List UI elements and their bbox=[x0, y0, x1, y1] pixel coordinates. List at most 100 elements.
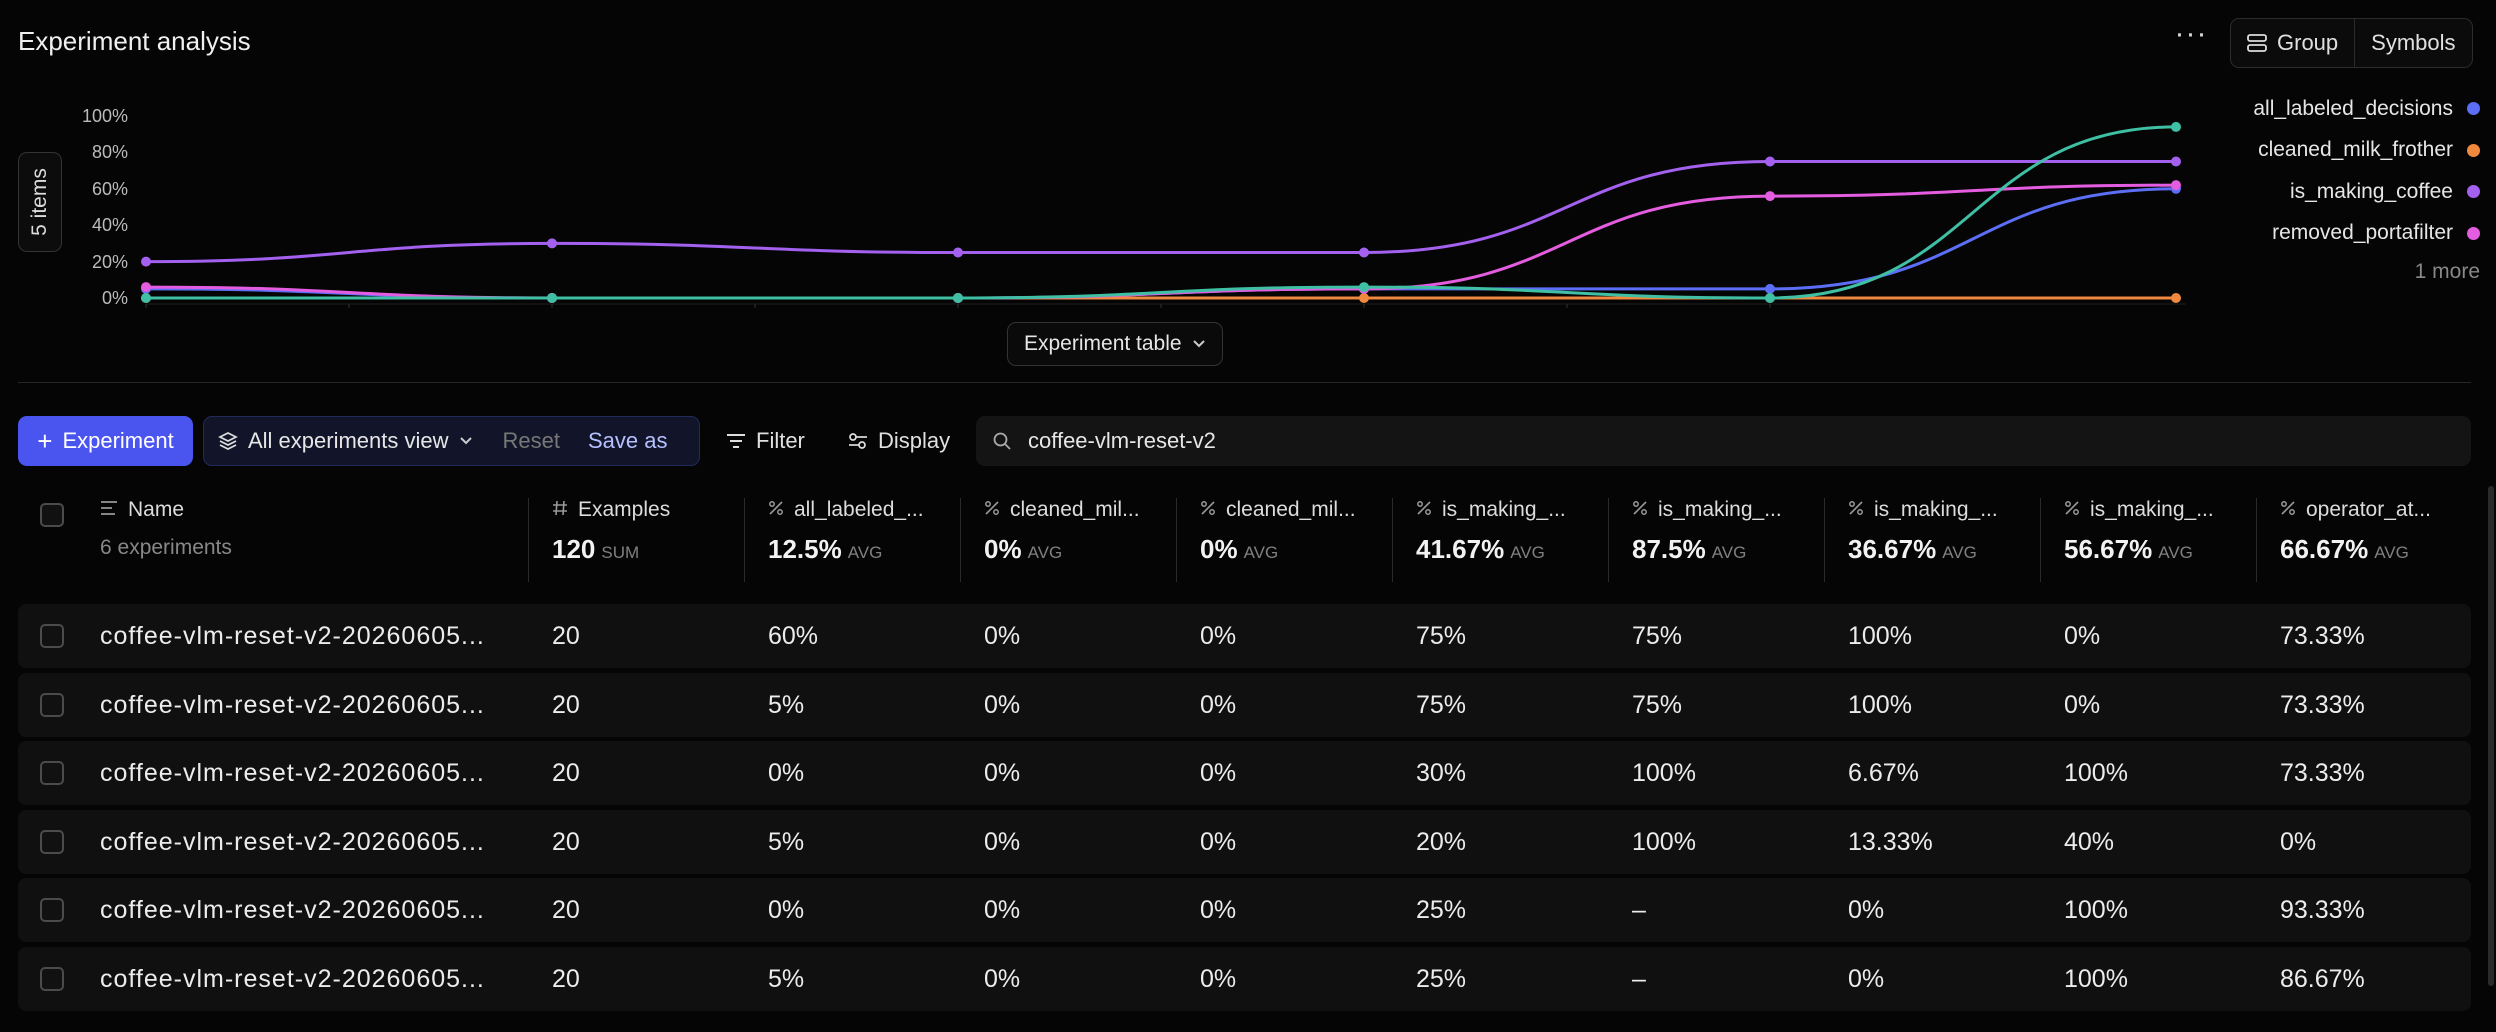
column-separator[interactable] bbox=[744, 498, 745, 582]
column-separator[interactable] bbox=[1392, 498, 1393, 582]
more-options-button[interactable]: ··· bbox=[2174, 19, 2208, 58]
filter-button[interactable]: Filter bbox=[726, 416, 805, 466]
column-header[interactable]: is_making_... 56.67% AVG bbox=[2064, 498, 2248, 582]
data-point[interactable] bbox=[953, 293, 963, 303]
data-point[interactable] bbox=[547, 238, 557, 249]
data-point[interactable] bbox=[2171, 121, 2181, 132]
data-point[interactable] bbox=[1765, 283, 1775, 294]
data-point[interactable] bbox=[2171, 180, 2181, 191]
legend-label: is_making_coffee bbox=[2289, 179, 2453, 203]
table-cell: 0% bbox=[984, 964, 1021, 993]
table-cell: 75% bbox=[1416, 690, 1467, 719]
table-row[interactable]: coffee-vlm-reset-v2-20260605... 20 0% 0% 0% 3… bbox=[18, 741, 2471, 805]
column-header[interactable]: all_labeled_... 12.5% AVG bbox=[768, 498, 952, 582]
table-cell: 0% bbox=[984, 622, 1021, 650]
experiment-name-cell[interactable]: coffee-vlm-reset-v2-20260605... bbox=[100, 827, 485, 856]
experiment-name-cell[interactable]: coffee-vlm-reset-v2-20260605... bbox=[100, 690, 485, 719]
display-button[interactable]: Display bbox=[848, 416, 950, 466]
data-point[interactable] bbox=[953, 247, 963, 258]
data-point[interactable] bbox=[141, 282, 151, 293]
table-row[interactable]: coffee-vlm-reset-v2-20260605... 20 60% 0% 0%… bbox=[18, 604, 2471, 668]
data-point[interactable] bbox=[1765, 191, 1775, 202]
table-row[interactable]: coffee-vlm-reset-v2-20260605... 20 0% 0% 0% 2… bbox=[18, 878, 2471, 942]
column-header[interactable]: operator_at... 66.67% AVG bbox=[2280, 498, 2460, 582]
column-name: is_making_... bbox=[2090, 498, 2214, 521]
column-separator[interactable] bbox=[528, 498, 529, 582]
table-cell: 73.33% bbox=[2280, 622, 2365, 650]
percent-icon bbox=[1416, 498, 1432, 522]
filter-icon bbox=[727, 434, 745, 448]
scrollbar[interactable] bbox=[2488, 486, 2494, 986]
data-point[interactable] bbox=[1359, 282, 1369, 293]
column-name: Name bbox=[128, 498, 185, 521]
data-point[interactable] bbox=[547, 293, 557, 303]
row-checkbox[interactable] bbox=[40, 692, 64, 717]
table-cell: 5% bbox=[768, 827, 805, 856]
experiment-name-cell[interactable]: coffee-vlm-reset-v2-20260605... bbox=[100, 964, 485, 993]
view-selector[interactable]: All experiments view bbox=[204, 428, 489, 454]
table-cell: 6.67% bbox=[1848, 759, 1919, 787]
row-checkbox[interactable] bbox=[40, 761, 64, 785]
symbols-button[interactable]: Symbols bbox=[2354, 19, 2471, 67]
column-separator[interactable] bbox=[1824, 498, 1825, 582]
legend-item[interactable]: removed_portafilter bbox=[2180, 213, 2480, 255]
column-aggregate-value: 0% bbox=[984, 534, 1022, 564]
column-header[interactable]: is_making_... 41.67% AVG bbox=[1416, 498, 1600, 582]
data-point[interactable] bbox=[2171, 293, 2181, 303]
column-separator[interactable] bbox=[1176, 498, 1177, 582]
group-icon bbox=[2247, 34, 2267, 52]
legend-item[interactable]: cleaned_milk_frother bbox=[2180, 130, 2480, 172]
column-header[interactable]: Examples 120 SUM bbox=[552, 498, 736, 582]
experiment-name-cell[interactable]: coffee-vlm-reset-v2-20260605... bbox=[100, 759, 485, 787]
data-point[interactable] bbox=[2171, 156, 2181, 167]
experiment-name-cell[interactable]: coffee-vlm-reset-v2-20260605... bbox=[100, 622, 485, 650]
column-header[interactable]: cleaned_mil... 0% AVG bbox=[1200, 498, 1384, 582]
experiment-name-cell[interactable]: coffee-vlm-reset-v2-20260605... bbox=[100, 896, 485, 924]
row-checkbox[interactable] bbox=[40, 966, 64, 991]
column-aggregate-value: 0% bbox=[1200, 534, 1238, 564]
reset-view-button[interactable]: Reset bbox=[502, 428, 560, 453]
items-count-badge[interactable]: 5 items bbox=[18, 152, 62, 252]
column-name: all_labeled_... bbox=[794, 498, 924, 521]
save-view-button[interactable]: Save as bbox=[588, 428, 668, 453]
group-button[interactable]: Group bbox=[2231, 19, 2354, 67]
data-point[interactable] bbox=[141, 293, 151, 303]
table-row[interactable]: coffee-vlm-reset-v2-20260605... 20 5% 0% 0% 2… bbox=[18, 946, 2471, 1011]
table-cell: 0% bbox=[2280, 827, 2317, 856]
table-cell: 0% bbox=[2064, 622, 2101, 650]
table-cell: 100% bbox=[2064, 896, 2128, 924]
table-cell: 100% bbox=[1632, 827, 1696, 856]
experiment-table-label: Experiment table bbox=[1024, 332, 1182, 355]
data-point[interactable] bbox=[1359, 293, 1369, 303]
legend-item[interactable]: all_labeled_decisions bbox=[2180, 88, 2480, 130]
row-checkbox[interactable] bbox=[40, 829, 64, 854]
column-separator[interactable] bbox=[2256, 498, 2257, 582]
aggregate-type: AVG bbox=[2374, 543, 2409, 562]
column-separator[interactable] bbox=[960, 498, 961, 582]
legend-item[interactable]: is_making_coffee bbox=[2180, 171, 2480, 213]
add-experiment-button[interactable]: + Experiment bbox=[18, 416, 193, 466]
table-row[interactable]: coffee-vlm-reset-v2-20260605... 20 5% 0% 0% 7… bbox=[18, 672, 2471, 737]
legend-more-link[interactable]: 1 more bbox=[2414, 260, 2480, 283]
column-header[interactable]: cleaned_mil... 0% AVG bbox=[984, 498, 1168, 582]
search-input[interactable]: coffee-vlm-reset-v2 bbox=[976, 416, 2471, 466]
experiment-table-dropdown[interactable]: Experiment table bbox=[1007, 322, 1223, 366]
table-row[interactable]: coffee-vlm-reset-v2-20260605... 20 5% 0% 0% 2… bbox=[18, 809, 2471, 874]
row-checkbox[interactable] bbox=[40, 624, 64, 648]
column-separator[interactable] bbox=[2040, 498, 2041, 582]
column-separator[interactable] bbox=[1608, 498, 1609, 582]
table-cell: 0% bbox=[1200, 964, 1237, 993]
table-cell: 25% bbox=[1416, 964, 1467, 993]
row-checkbox[interactable] bbox=[40, 898, 64, 922]
column-header[interactable]: is_making_... 36.67% AVG bbox=[1848, 498, 2032, 582]
data-point[interactable] bbox=[1765, 156, 1775, 167]
data-point[interactable] bbox=[141, 256, 151, 267]
display-label: Display bbox=[878, 428, 951, 453]
data-point[interactable] bbox=[1359, 247, 1369, 258]
select-all-checkbox[interactable] bbox=[40, 503, 64, 527]
table-cell: 100% bbox=[1848, 622, 1912, 650]
column-header[interactable]: Name 6 experiments bbox=[100, 498, 520, 582]
column-name: operator_at... bbox=[2306, 498, 2431, 521]
column-header[interactable]: is_making_... 87.5% AVG bbox=[1632, 498, 1816, 582]
data-point[interactable] bbox=[1765, 293, 1775, 303]
